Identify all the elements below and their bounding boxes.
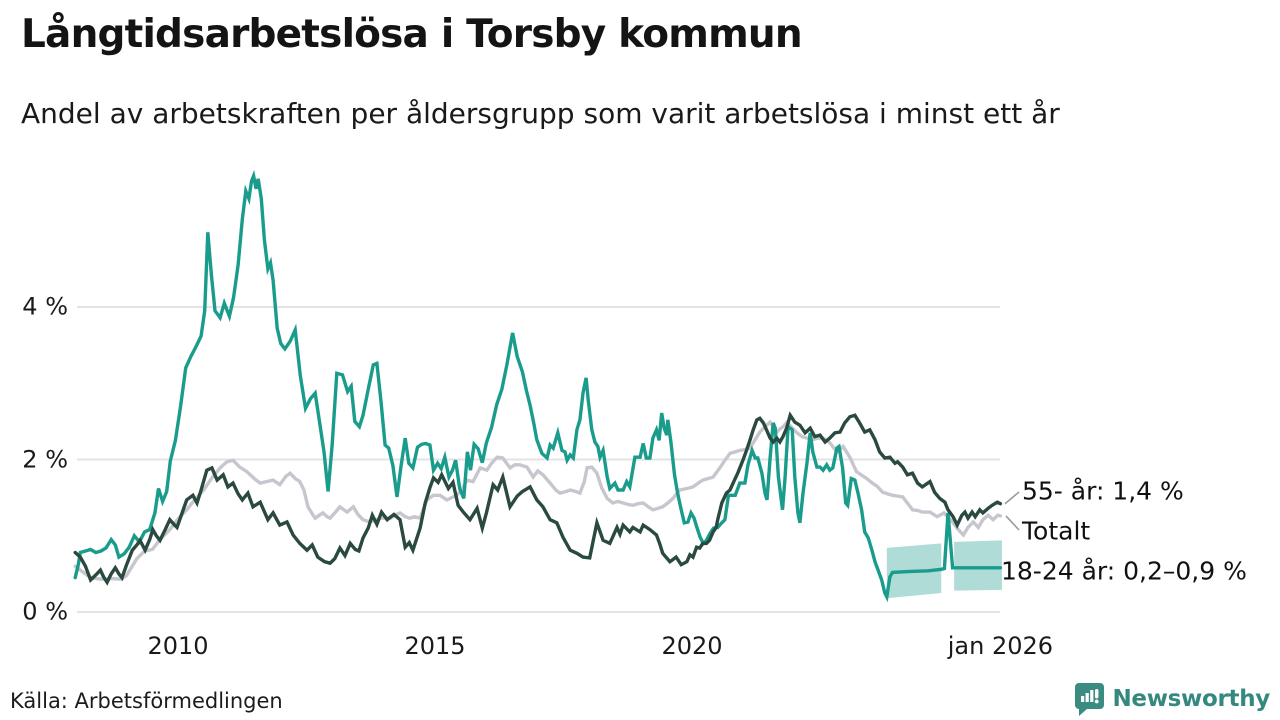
newsworthy-logo: Newsworthy [1074,682,1270,716]
newsworthy-logo-text: Newsworthy [1112,686,1270,712]
series-end-label-totalt: Totalt [1022,516,1091,546]
series-end-label-18-24: 18-24 år: 0,2–0,9 % [1001,556,1247,586]
newsworthy-logo-icon [1075,683,1105,716]
y-axis-tick-label: 4 % [22,292,68,321]
source-credit: Källa: Arbetsförmedlingen [10,689,283,713]
page-title: Långtidsarbetslösa i Torsby kommun [21,12,803,57]
x-axis-tick-label: 2020 [661,632,723,660]
series-end-label-55: 55- år: 1,4 % [1022,476,1184,506]
y-axis-tick-label: 0 % [22,597,68,626]
x-axis-tick-label: jan 2026 [947,632,1054,660]
x-axis-tick-label: 2010 [147,632,209,660]
label-leader-line [1004,491,1020,505]
series-line [73,411,1003,586]
label-leader-line [1005,515,1020,531]
series-line [73,419,1003,581]
series-line [73,169,1003,603]
y-axis-tick-label: 2 % [22,445,68,474]
uncertainty-band [954,540,1002,591]
page-subtitle: Andel av arbetskraften per åldersgrupp s… [21,97,1060,130]
x-axis-tick-label: 2015 [404,632,466,660]
